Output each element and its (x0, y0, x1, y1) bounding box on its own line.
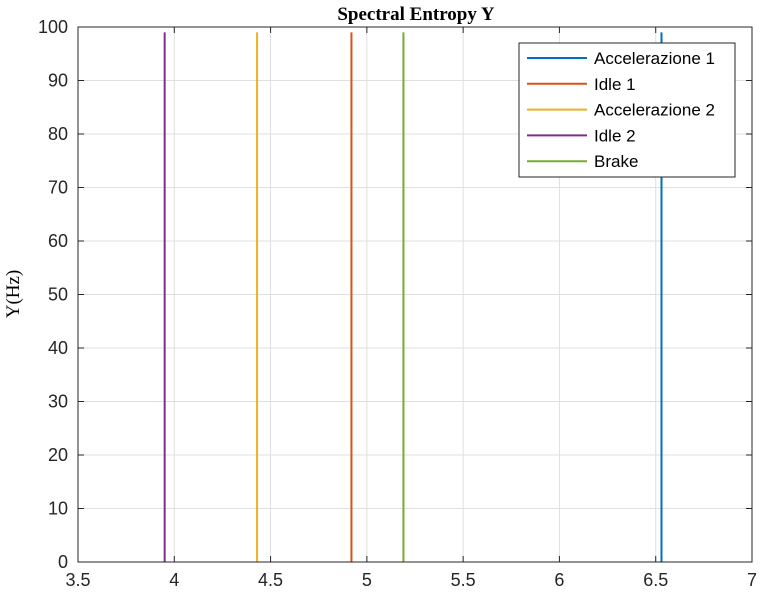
x-tick-label: 4 (169, 570, 179, 590)
y-tick-label: 10 (48, 499, 68, 519)
x-tick-label: 3.5 (65, 570, 90, 590)
legend-entry: Idle 2 (594, 126, 636, 145)
y-tick-label: 30 (48, 392, 68, 412)
legend-entry: Accelerazione 2 (594, 101, 715, 120)
y-tick-label: 60 (48, 231, 68, 251)
y-tick-label: 0 (58, 552, 68, 572)
x-tick-label: 4.5 (258, 570, 283, 590)
x-tick-label: 5 (362, 570, 372, 590)
x-tick-label: 6.5 (643, 570, 668, 590)
legend-entry: Idle 1 (594, 75, 636, 94)
x-tick-label: 7 (747, 570, 757, 590)
legend: Accelerazione 1 Idle 1 Accelerazione 2 Idle… (518, 42, 736, 178)
y-tick-label: 50 (48, 285, 68, 305)
x-tick-label: 5.5 (451, 570, 476, 590)
legend-entry: Accelerazione 1 (594, 49, 715, 68)
y-tick-label: 80 (48, 124, 68, 144)
y-tick-label: 70 (48, 178, 68, 198)
chart-title: Spectral Entropy Y (337, 4, 495, 25)
y-axis-label: Y(Hz) (3, 270, 24, 319)
legend-entry: Brake (594, 152, 638, 171)
y-tick-label: 20 (48, 445, 68, 465)
y-tick-label: 40 (48, 338, 68, 358)
x-tick-label: 6 (554, 570, 564, 590)
y-tick-label: 90 (48, 71, 68, 91)
y-tick-label: 100 (38, 17, 68, 37)
